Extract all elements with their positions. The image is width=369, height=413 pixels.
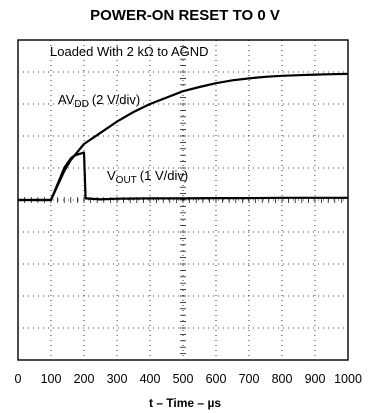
- series-line-vout: [18, 151, 348, 202]
- series-layer: [18, 72, 349, 202]
- x-tick-label: 500: [173, 372, 194, 386]
- vout-label-scale: (1 V/div): [140, 168, 188, 183]
- load-annotation: Loaded With 2 kΩ to AGND: [50, 44, 209, 59]
- x-axis-label: t – Time – µs: [149, 396, 221, 410]
- x-tick-labels: 0 100 200 300 400 500 600 700 800 900 1000: [15, 372, 362, 386]
- avdd-label-scale: (2 V/div): [92, 92, 140, 107]
- x-tick-label: 600: [206, 372, 227, 386]
- x-tick-label: 900: [305, 372, 326, 386]
- x-tick-label: 400: [140, 372, 161, 386]
- series-line-avdd: [18, 72, 349, 202]
- x-tick-label: 800: [272, 372, 293, 386]
- avdd-label-main: AV: [58, 92, 75, 107]
- x-tick-label: 300: [107, 372, 128, 386]
- x-tick-label: 200: [74, 372, 95, 386]
- vout-label: VOUT (1 V/div): [107, 168, 188, 186]
- chart-title: POWER-ON RESET TO 0 V: [90, 7, 280, 24]
- avdd-label-sub: DD: [74, 99, 88, 110]
- vout-label-main: V: [107, 168, 116, 183]
- x-tick-label: 0: [15, 372, 22, 386]
- x-tick-label: 1000: [334, 372, 362, 386]
- x-tick-label: 700: [239, 372, 260, 386]
- vout-label-sub: OUT: [116, 175, 137, 186]
- avdd-label: AVDD (2 V/div): [58, 92, 140, 110]
- x-tick-label: 100: [41, 372, 62, 386]
